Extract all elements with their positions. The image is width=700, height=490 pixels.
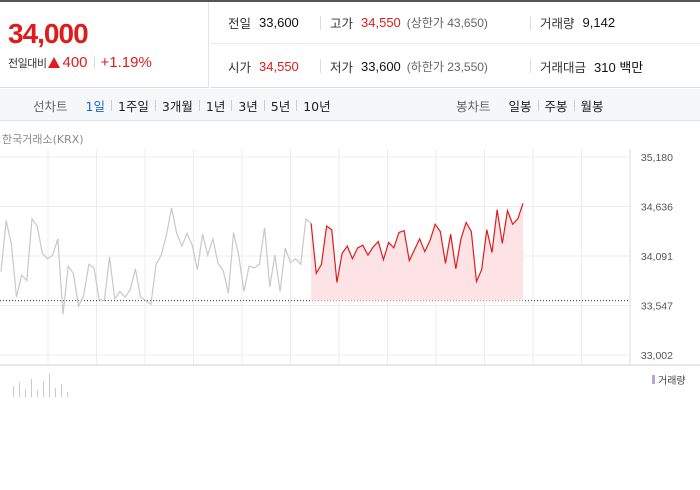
candle-chart-title: 봉차트 <box>456 98 491 114</box>
change-label: 전일대비 <box>8 56 47 70</box>
line-chart-tabs: 선차트 1일 1주일 3개월 1년 3년 5년 10년 <box>33 89 337 121</box>
volume-legend-label: 거래량 <box>658 376 686 387</box>
divider <box>263 99 265 111</box>
divider <box>93 56 95 69</box>
divider <box>296 99 298 111</box>
volume-bar <box>25 389 26 397</box>
chart-source: 한국거래소(KRX) <box>2 133 84 146</box>
volume-bar <box>67 391 68 397</box>
stat-high: 고가 34,550 (상한가 43,650) <box>330 2 488 43</box>
change-percent: +1.19% <box>100 54 152 71</box>
today-price-line <box>310 203 524 284</box>
price-area-fill <box>311 203 523 301</box>
tab-3m[interactable]: 3개월 <box>161 98 193 114</box>
volume-bar <box>61 384 62 397</box>
stat-low: 저가 33,600 (하한가 23,550) <box>330 45 488 87</box>
divider <box>198 99 200 111</box>
stat-label: 거래대금 <box>540 59 587 75</box>
tab-3y[interactable]: 3년 <box>238 98 258 114</box>
stats-row-1: 전일 33,600 고가 34,550 (상한가 43,650) 거래량 9,1… <box>210 2 700 44</box>
y-tick-label: 35,180 <box>641 152 673 164</box>
price-chart: 35,180 34,636 34,091 33,547 33,002 <box>0 149 700 397</box>
stat-note: (상한가 43,650) <box>406 16 488 30</box>
tab-weekly[interactable]: 주봉 <box>544 98 568 114</box>
volume-swatch-icon <box>652 375 655 384</box>
divider <box>320 16 321 30</box>
volume-bar <box>37 390 38 397</box>
current-price: 34,000 <box>8 18 89 49</box>
price-stats: 전일 33,600 고가 34,550 (상한가 43,650) 거래량 9,1… <box>210 2 700 88</box>
stat-note: (하한가 23,550) <box>406 59 488 74</box>
divider <box>110 99 112 111</box>
tab-10y[interactable]: 10년 <box>303 98 331 114</box>
y-tick-label: 34,091 <box>641 251 673 263</box>
change-value: 400 <box>62 54 88 71</box>
stat-value: 34,550 <box>361 15 401 30</box>
volume-bar <box>43 381 44 397</box>
stat-value: 33,600 <box>259 15 299 30</box>
stat-value: 33,600 <box>361 58 401 74</box>
candle-chart-tabs: 봉차트 일봉 주봉 월봉 <box>456 89 610 121</box>
tab-daily[interactable]: 일봉 <box>508 98 532 114</box>
price-change-row: 전일대비 400 +1.19% <box>8 54 152 71</box>
line-chart-title: 선차트 <box>33 98 68 114</box>
divider <box>320 59 321 73</box>
volume-bar <box>49 373 50 397</box>
stat-value: 9,142 <box>582 15 616 30</box>
chart-tabbar: 선차트 1일 1주일 3개월 1년 3년 5년 10년 봉차트 일봉 주봉 월봉 <box>0 89 700 121</box>
divider <box>573 99 575 111</box>
volume-legend: 거래량 <box>652 372 686 387</box>
volume-bar <box>55 387 56 397</box>
volume-bar <box>19 382 20 397</box>
stat-open: 시가 34,550 <box>228 45 299 87</box>
stats-row-2: 시가 34,550 저가 33,600 (하한가 23,550) 거래대금 31… <box>210 45 700 87</box>
y-tick-label: 34,636 <box>641 202 673 214</box>
top-border <box>0 0 700 2</box>
stat-label: 고가 <box>330 16 354 31</box>
stat-label: 저가 <box>330 59 354 75</box>
up-triangle-icon <box>48 57 61 68</box>
stat-amount: 거래대금 310 백만 <box>540 45 643 87</box>
divider <box>537 99 539 111</box>
stat-label: 전일 <box>228 16 252 31</box>
stat-label: 거래량 <box>540 16 575 31</box>
divider <box>231 99 233 111</box>
divider <box>530 59 531 73</box>
prev-price-line <box>0 207 312 315</box>
volume-bar <box>13 386 14 397</box>
stat-value: 34,550 <box>259 58 299 74</box>
tab-monthly[interactable]: 월봉 <box>580 98 604 114</box>
price-summary: 34,000 전일대비 400 +1.19% <box>0 2 209 88</box>
tab-1y[interactable]: 1년 <box>205 98 226 114</box>
y-tick-label: 33,547 <box>641 301 673 313</box>
stat-value: 310 백만 <box>594 59 644 75</box>
tab-1d[interactable]: 1일 <box>85 98 105 114</box>
volume-bar <box>31 378 32 397</box>
divider <box>530 16 531 30</box>
stat-label: 시가 <box>228 59 252 75</box>
stat-prev-close: 전일 33,600 <box>228 2 299 43</box>
y-tick-label: 33,002 <box>641 350 673 362</box>
divider <box>154 99 156 111</box>
tab-5y[interactable]: 5년 <box>270 98 291 114</box>
stat-volume: 거래량 9,142 <box>540 2 615 43</box>
tab-1w[interactable]: 1주일 <box>117 98 149 114</box>
